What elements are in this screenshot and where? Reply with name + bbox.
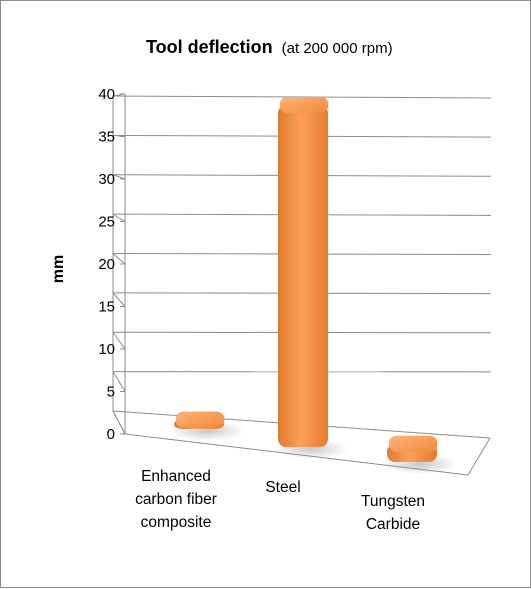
y-axis-label: mm bbox=[50, 255, 67, 283]
y-tick-label: 20 bbox=[98, 256, 115, 273]
category-label-line: Steel bbox=[265, 479, 300, 496]
bar bbox=[170, 412, 245, 442]
category-labels: Enhanced carbon fiber composite Steel Tungst… bbox=[135, 468, 425, 533]
y-axis-ticks: 0 5 10 15 20 25 30 35 40 bbox=[98, 86, 125, 443]
y-tick-label: 30 bbox=[98, 171, 115, 188]
floor-right-edge bbox=[468, 438, 490, 475]
category-label: Steel bbox=[265, 479, 300, 496]
chart-title-subtitle: (at 200 000 rpm) bbox=[282, 40, 393, 57]
chart-title-main: Tool deflection bbox=[146, 37, 273, 57]
category-label-line: composite bbox=[141, 514, 212, 531]
category-label-line: Tungsten bbox=[361, 493, 425, 510]
bars bbox=[170, 97, 458, 474]
y-tick-label: 15 bbox=[98, 299, 115, 316]
category-label: Enhanced carbon fiber composite bbox=[135, 468, 217, 531]
category-label-line: carbon fiber bbox=[135, 491, 217, 508]
category-label: Tungsten Carbide bbox=[361, 493, 425, 533]
y-tick-label: 0 bbox=[107, 426, 115, 443]
bar-top bbox=[389, 436, 437, 452]
category-label-line: Enhanced bbox=[141, 468, 211, 485]
bar bbox=[274, 97, 349, 459]
bar bbox=[383, 436, 458, 474]
y-tick-label: 40 bbox=[98, 86, 115, 103]
bar-top bbox=[176, 412, 224, 428]
chart-title: Tool deflection (at 200 000 rpm) bbox=[146, 37, 393, 57]
y-tick-label: 5 bbox=[107, 384, 115, 401]
y-tick-label: 10 bbox=[98, 341, 115, 358]
y-tick-label: 35 bbox=[98, 129, 115, 146]
bar-top bbox=[280, 97, 328, 113]
y-tick-label: 25 bbox=[98, 214, 115, 231]
category-label-line: Carbide bbox=[366, 516, 420, 533]
bar-front bbox=[278, 105, 328, 447]
